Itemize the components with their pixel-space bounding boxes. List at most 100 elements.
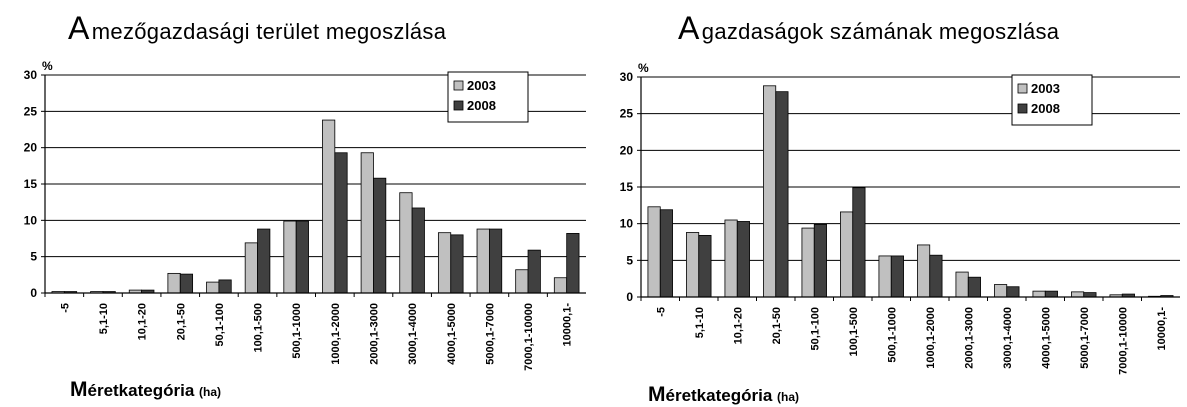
bar-2003-8 [955, 271, 969, 298]
bar-2008-1 [698, 234, 712, 298]
legend: 2003 2008 [447, 71, 529, 123]
bar-2008-10 [1044, 290, 1058, 298]
bar-2008-7 [929, 254, 943, 298]
bar-2003-9 [994, 284, 1008, 298]
bar-2008-13 [566, 233, 580, 294]
bar-2003-6 [283, 220, 297, 294]
x-tick-label: 500,1-1000 [291, 303, 303, 359]
x-tick-label: 2000,1-3000 [963, 307, 975, 369]
x-tick-label: 3000,1-4000 [1002, 307, 1014, 369]
chart-panel-area: A mezőgazdasági terület megoszlása 0 5 10 1… [0, 0, 594, 405]
chart-title: A mezőgazdasági terület megoszlása [68, 10, 446, 47]
x-tick-label: 7000,1-10000 [523, 303, 535, 371]
y-tick-label: 30 [620, 70, 634, 84]
bar-2008-11 [1083, 292, 1097, 298]
bar-2008-10 [450, 234, 464, 294]
bar-2003-10 [1032, 290, 1046, 298]
bar-2003-3 [763, 85, 777, 298]
x-tick-label: 10000,1- [1156, 307, 1168, 351]
x-tick-label: 100,1-500 [848, 307, 860, 357]
y-tick-label: 25 [620, 107, 634, 121]
x-tick-label: -5 [655, 307, 667, 317]
x-axis-label-initial: M [648, 383, 666, 406]
x-tick-label: 5000,1-7000 [484, 303, 496, 365]
bar-2003-4 [206, 281, 220, 294]
bar-2003-5 [840, 211, 854, 298]
x-axis-unit: (ha) [777, 390, 800, 404]
y-tick-label: 5 [626, 253, 633, 267]
legend-label-2008: 2008 [1031, 101, 1060, 116]
bar-2008-6 [295, 220, 309, 294]
legend-swatch-2003 [1017, 83, 1028, 94]
bar-2003-7 [917, 244, 931, 298]
legend-box [447, 71, 529, 123]
legend-swatch-2003 [453, 80, 464, 91]
chart-svg: 0 5 10 15 20 25 30% -5 5,1-10 10,1-20 20,1-50 50,1-… [24, 59, 586, 371]
bar-2008-12 [527, 249, 541, 294]
x-tick-label: 2000,1-3000 [368, 303, 380, 365]
x-axis-label-rest: éretkategória [87, 381, 195, 400]
y-tick-label: 15 [24, 177, 38, 191]
bar-2008-0 [659, 209, 673, 298]
bar-2003-6 [878, 255, 892, 298]
x-axis-label: Méretkategória (ha) [648, 383, 799, 407]
bar-2008-7 [334, 152, 348, 294]
legend-label-2003: 2003 [467, 78, 496, 93]
x-axis-unit: (ha) [199, 385, 222, 399]
legend-label-2003: 2003 [1031, 81, 1060, 96]
x-tick-label: 10,1-20 [732, 307, 744, 344]
y-tick-label: 20 [620, 143, 634, 157]
y-axis-label: % [638, 61, 649, 75]
bar-2003-2 [724, 219, 738, 298]
x-tick-label: 500,1-1000 [886, 307, 898, 363]
bar-2008-4 [218, 279, 232, 294]
bar-2003-9 [399, 192, 413, 294]
bar-2008-8 [373, 177, 387, 294]
bar-2003-12 [515, 269, 529, 294]
x-tick-label: 50,1-100 [214, 303, 226, 346]
x-tick-label: 7000,1-10000 [1117, 307, 1129, 375]
y-tick-label: 10 [24, 213, 38, 227]
x-tick-label: 10000,1- [562, 303, 574, 347]
title-initial: A [678, 10, 700, 46]
x-tick-label: 1000,1-2000 [925, 307, 937, 369]
x-tick-label: 5,1-10 [694, 307, 706, 338]
x-tick-label: 50,1-100 [809, 307, 821, 350]
y-tick-label: 25 [24, 104, 38, 118]
bar-2008-11 [488, 228, 503, 294]
title-rest: mezőgazdasági terület megoszlása [91, 19, 447, 44]
bar-2003-13 [553, 277, 568, 294]
y-tick-label: 0 [30, 286, 37, 300]
y-tick-label: 5 [30, 250, 37, 264]
bar-2008-2 [736, 221, 750, 298]
legend-label-2008: 2008 [467, 98, 496, 113]
bar-2003-5 [244, 242, 258, 294]
legend-swatch-2008 [453, 100, 464, 111]
x-tick-label: 100,1-500 [253, 303, 265, 353]
bar-2008-9 [411, 207, 425, 294]
x-tick-label: 4000,1-5000 [446, 303, 458, 365]
x-tick-label: 10,1-20 [137, 303, 149, 340]
bar-2003-0 [647, 206, 661, 298]
bar-2003-8 [360, 152, 374, 294]
bar-2003-11 [476, 228, 490, 294]
x-axis-label-rest: éretkategória [665, 386, 773, 405]
legend-box [1011, 74, 1093, 126]
x-tick-label: 3000,1-4000 [407, 303, 419, 365]
bar-2008-4 [813, 223, 827, 298]
x-tick-label: 1000,1-2000 [330, 303, 342, 365]
x-tick-label: 20,1-50 [175, 303, 187, 340]
y-tick-label: 0 [626, 290, 633, 304]
title-initial: A [68, 10, 90, 46]
title-rest: gazdaságok számának megoszlása [701, 19, 1060, 44]
y-tick-label: 20 [24, 141, 38, 155]
bar-2003-4 [801, 227, 815, 298]
legend-swatch-2008 [1017, 103, 1028, 114]
bar-2003-10 [437, 232, 452, 294]
bar-2008-9 [1006, 286, 1020, 298]
bar-2008-3 [179, 273, 194, 294]
x-tick-label: 5000,1-7000 [1079, 307, 1091, 369]
bar-2003-3 [167, 272, 181, 294]
chart-panel-farms: A gazdaságok számának megoszlása 0 5 10 15 2… [594, 0, 1187, 407]
x-tick-label: 20,1-50 [771, 307, 783, 344]
